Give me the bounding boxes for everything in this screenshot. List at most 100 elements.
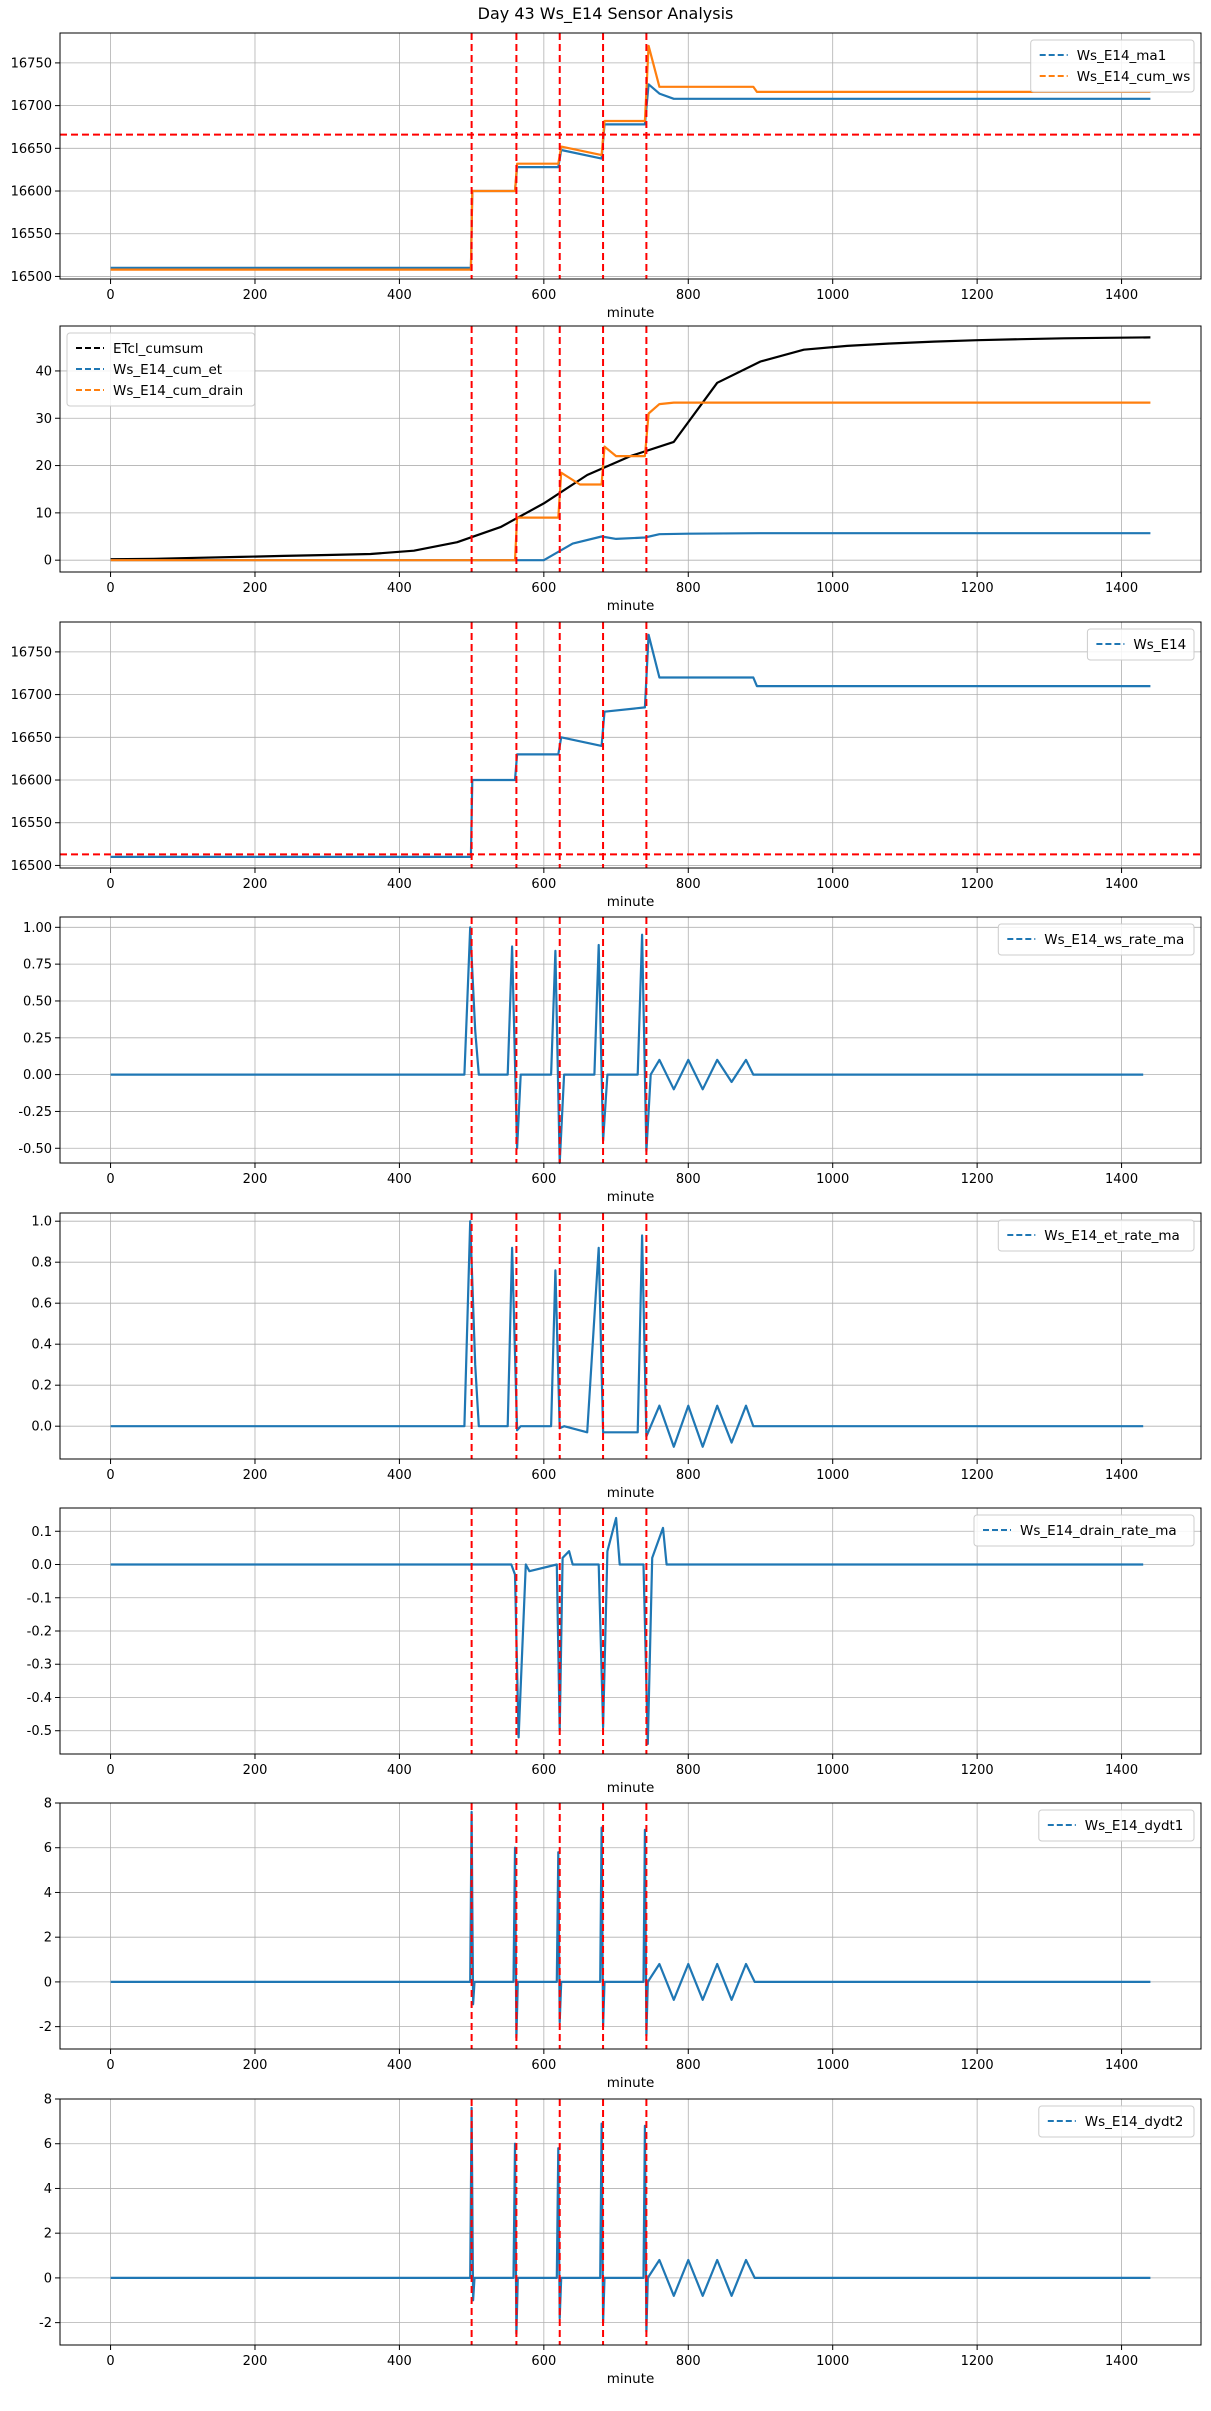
x-tick-label: 600 <box>531 1468 556 1483</box>
x-tick-label: 400 <box>387 581 412 596</box>
y-tick-label: 16500 <box>11 270 52 285</box>
legend: ETcl_cumsum Ws_E14_cum_et Ws_E14_cum_drain <box>66 332 256 407</box>
x-tick-label: 600 <box>531 877 556 892</box>
y-tick-label: -0.4 <box>27 1691 52 1706</box>
y-tick-label: 0.4 <box>31 1338 52 1353</box>
x-tick-label: 0 <box>106 877 114 892</box>
y-tick-label: -2 <box>39 2020 52 2035</box>
x-tick-label: 1200 <box>961 1763 994 1778</box>
x-tick-label: 1200 <box>961 581 994 596</box>
axes-frame <box>59 916 1202 1164</box>
y-tick-label: 16550 <box>11 816 52 831</box>
x-tick-label: 600 <box>531 2354 556 2369</box>
legend-label: Ws_E14_cum_et <box>113 362 222 378</box>
x-tick-label: 1400 <box>1105 2354 1138 2369</box>
subplot-2: 0 200 400 600 800 1000 1200 1400 0 10 20 30 40 minute… <box>35 325 1202 614</box>
x-axis-label: minute <box>607 1485 655 1501</box>
x-tick-label: 200 <box>243 1763 268 1778</box>
x-tick-label: 1400 <box>1105 1172 1138 1187</box>
x-tick-label: 1000 <box>816 1172 849 1187</box>
x-axis-label: minute <box>607 1780 655 1796</box>
legend-box <box>1086 628 1195 661</box>
x-tick-label: 200 <box>243 2354 268 2369</box>
x-tick-label: 400 <box>387 2058 412 2073</box>
y-tick-label: 0.2 <box>31 1379 52 1394</box>
legend: Ws_E14 <box>1086 628 1195 661</box>
y-tick-label: -0.25 <box>18 1105 52 1120</box>
y-tick-label: -0.3 <box>27 1658 52 1673</box>
y-tick-label: 1.00 <box>23 921 52 936</box>
subplot-3: 0 200 400 600 800 1000 1200 1400 16500 16550 16600… <box>11 621 1202 910</box>
y-tick-label: 1.0 <box>31 1215 52 1230</box>
x-tick-label: 400 <box>387 2354 412 2369</box>
y-tick-label: 0.0 <box>31 1420 52 1435</box>
x-tick-label: 1400 <box>1105 581 1138 596</box>
x-axis-label: minute <box>607 2371 655 2387</box>
x-tick-label: 400 <box>387 1468 412 1483</box>
x-tick-label: 800 <box>676 2058 701 2073</box>
y-tick-label: 4 <box>44 2182 52 2197</box>
x-tick-label: 1000 <box>816 288 849 303</box>
y-tick-label: 40 <box>35 364 52 379</box>
y-tick-label: -0.50 <box>18 1142 52 1157</box>
x-tick-label: 800 <box>676 288 701 303</box>
x-tick-label: 600 <box>531 581 556 596</box>
y-tick-label: 0.1 <box>31 1525 52 1540</box>
legend-label: Ws_E14_et_rate_ma <box>1044 1228 1180 1244</box>
x-tick-label: 800 <box>676 1763 701 1778</box>
series-line-Ws_E14_cum_et <box>110 532 1151 562</box>
series-line-Ws_E14_ws_rate_ma <box>110 926 1144 1165</box>
x-tick-label: 600 <box>531 2058 556 2073</box>
x-tick-label: 1000 <box>816 2058 849 2073</box>
legend-box <box>66 332 256 407</box>
y-tick-label: 16650 <box>11 142 52 157</box>
x-tick-label: 200 <box>243 288 268 303</box>
x-tick-label: 0 <box>106 1172 114 1187</box>
y-tick-label: 4 <box>44 1886 52 1901</box>
series-line-Ws_E14_cum_drain <box>110 401 1151 562</box>
x-tick-label: 1200 <box>961 2058 994 2073</box>
x-tick-label: 1400 <box>1105 1763 1138 1778</box>
x-tick-label: 400 <box>387 288 412 303</box>
x-axis-label: minute <box>607 1189 655 1205</box>
x-tick-label: 200 <box>243 1468 268 1483</box>
x-tick-label: 0 <box>106 581 114 596</box>
legend: Ws_E14_ma1 Ws_E14_cum_ws <box>1030 39 1195 93</box>
y-tick-label: -0.5 <box>27 1724 52 1739</box>
x-tick-label: 1200 <box>961 1172 994 1187</box>
x-tick-label: 400 <box>387 1172 412 1187</box>
subplot-1: 0 200 400 600 800 1000 1200 1400 16500 16550 16600… <box>11 32 1202 321</box>
y-tick-label: -0.1 <box>27 1591 52 1606</box>
series-line-Ws_E14_et_rate_ma <box>110 1220 1144 1448</box>
series-line-Ws_E14_drain_rate_ma <box>110 1516 1144 1746</box>
legend-label: Ws_E14_drain_rate_ma <box>1020 1523 1177 1539</box>
subplot-7: 0 200 400 600 800 1000 1200 1400 -2 0 2 4 6 8 minute Ws… <box>39 1797 1202 2091</box>
series-line-Ws_E14_dydt1 <box>110 1810 1151 2039</box>
y-tick-label: -2 <box>39 2316 52 2331</box>
x-tick-label: 600 <box>531 1763 556 1778</box>
x-tick-label: 200 <box>243 2058 268 2073</box>
y-tick-label: 20 <box>35 459 52 474</box>
x-tick-label: 400 <box>387 877 412 892</box>
y-tick-label: 2 <box>44 2227 52 2242</box>
x-tick-label: 1400 <box>1105 877 1138 892</box>
y-tick-label: 0.50 <box>23 994 52 1009</box>
x-tick-label: 800 <box>676 581 701 596</box>
legend-label: Ws_E14_dydt1 <box>1085 1818 1184 1834</box>
x-axis-label: minute <box>607 894 655 910</box>
x-tick-label: 600 <box>531 288 556 303</box>
legend-label: ETcl_cumsum <box>113 341 203 357</box>
x-axis-label: minute <box>607 598 655 614</box>
y-tick-label: 0.8 <box>31 1256 52 1271</box>
y-tick-label: 0.25 <box>23 1031 52 1046</box>
y-tick-label: 30 <box>35 412 52 427</box>
x-tick-label: 1200 <box>961 1468 994 1483</box>
x-tick-label: 0 <box>106 2354 114 2369</box>
y-tick-label: 8 <box>44 1797 52 1812</box>
y-tick-label: 0.6 <box>31 1297 52 1312</box>
legend: Ws_E14_dydt1 <box>1038 1809 1195 1842</box>
y-tick-label: 6 <box>44 1841 52 1856</box>
y-tick-label: 0.00 <box>23 1068 52 1083</box>
x-tick-label: 200 <box>243 1172 268 1187</box>
